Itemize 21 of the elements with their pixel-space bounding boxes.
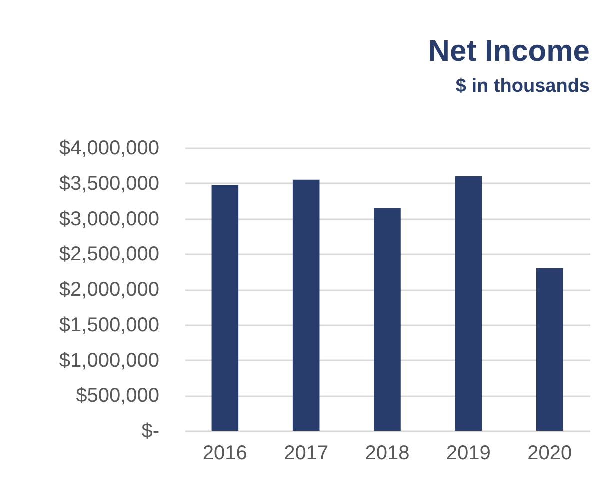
x-tick-label: 2016 — [202, 442, 248, 464]
bar — [455, 176, 482, 431]
y-tick-label: $2,000,000 — [59, 279, 160, 301]
bar — [536, 268, 564, 431]
bar — [212, 185, 239, 431]
y-tick-label: $- — [142, 420, 160, 442]
y-tick-label: $500,000 — [76, 385, 160, 408]
y-tick-label: $1,000,000 — [59, 350, 160, 372]
x-tick-label: 2020 — [528, 442, 572, 464]
bar — [374, 208, 401, 431]
chart-subtitle: $ in thousands — [456, 76, 590, 97]
chart-title: Net Income — [428, 35, 590, 68]
bar — [292, 180, 320, 431]
y-tick-label: $1,500,000 — [59, 314, 160, 336]
x-tick-label: 2019 — [446, 442, 491, 464]
y-tick-label: $3,000,000 — [59, 208, 160, 230]
y-tick-label: $2,500,000 — [59, 244, 160, 266]
x-tick-label: 2017 — [284, 442, 329, 464]
y-tick-label: $4,000,000 — [59, 138, 160, 160]
y-tick-label: $3,500,000 — [59, 172, 160, 195]
x-tick-label: 2018 — [365, 442, 410, 464]
